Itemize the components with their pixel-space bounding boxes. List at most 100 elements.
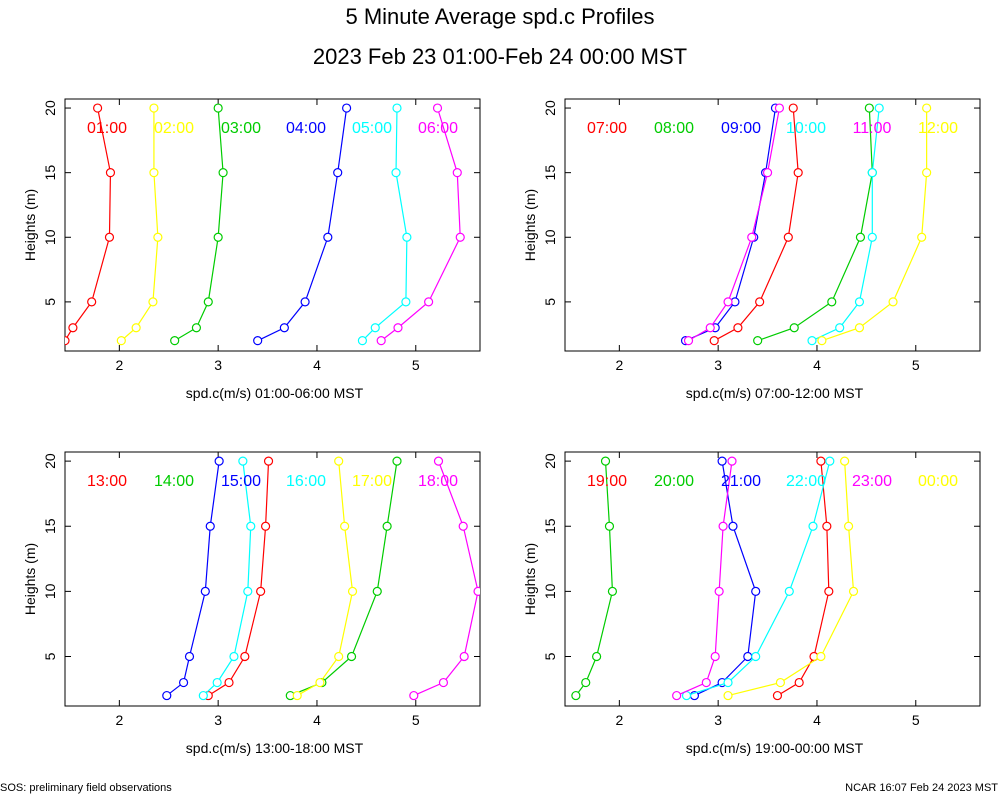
data-point (783, 232, 793, 242)
legend-label: 00:00 (918, 473, 958, 490)
y-axis-label: Heights (m) (22, 189, 38, 261)
data-point (205, 521, 215, 531)
data-point (710, 651, 720, 662)
data-point (340, 521, 350, 531)
y-tick-label: 10 (42, 583, 58, 599)
data-point (793, 168, 803, 178)
data-point (592, 651, 602, 662)
series-line-14:00 (290, 461, 398, 697)
series-line-22:00 (686, 460, 831, 697)
data-point (402, 232, 412, 242)
series-line-12:00 (821, 108, 928, 342)
data-point (751, 651, 761, 662)
data-point (409, 690, 419, 701)
data-point (131, 323, 141, 333)
legend-label: 03:00 (221, 120, 261, 137)
data-point (683, 336, 694, 346)
data-point (867, 168, 877, 178)
series-line-20:00 (575, 461, 614, 696)
data-point (824, 586, 834, 596)
data-point (774, 103, 785, 113)
data-point (240, 651, 250, 662)
data-point (315, 677, 325, 688)
data-point (888, 297, 898, 307)
legend-label: 13:00 (87, 473, 127, 490)
data-point (922, 103, 932, 113)
x-axis-label: spd.c(m/s) 01:00-06:00 MST (186, 385, 364, 401)
data-point (392, 456, 402, 466)
series-line-10:00 (811, 107, 880, 342)
y-tick-label: 5 (42, 652, 58, 660)
data-point (213, 103, 223, 113)
data-point (198, 690, 208, 701)
series-line-17:00 (296, 461, 354, 697)
data-point (789, 323, 799, 333)
data-point (260, 521, 271, 531)
footer-timestamp: NCAR 16:07 Feb 24 2023 MST (845, 782, 998, 794)
y-axis-label: Heights (m) (22, 543, 38, 615)
data-point (323, 232, 333, 242)
data-point (922, 168, 932, 178)
series-line-06:00 (380, 107, 461, 342)
data-point (433, 456, 444, 466)
data-point (817, 336, 827, 346)
data-point (607, 586, 618, 596)
x-tick-label: 3 (714, 712, 722, 728)
data-point (148, 297, 158, 307)
data-point (807, 336, 817, 346)
profile-panel-2: 2 3 4 5 5 10 15 20 spd.c(m/s) 07:00-12:00 MST Hei… (522, 98, 981, 401)
data-point (213, 232, 223, 242)
legend-label: 10:00 (786, 120, 826, 137)
data-point (867, 232, 877, 242)
series-line-03:00 (174, 108, 224, 342)
data-point (238, 456, 248, 466)
series-group (680, 103, 932, 346)
profile-panel-1: 2 3 4 5 5 10 15 20 spd.c(m/s) 01:00-06:00 MST Hei… (22, 98, 481, 401)
y-tick-label: 15 (542, 165, 558, 181)
data-point (346, 651, 357, 662)
data-point (243, 586, 253, 596)
data-point (87, 297, 97, 307)
y-tick-label: 5 (542, 652, 558, 660)
y-tick-label: 15 (42, 518, 58, 534)
data-point (717, 456, 727, 466)
legend-label: 18:00 (418, 473, 458, 490)
x-tick-label: 3 (214, 357, 222, 373)
data-point (203, 297, 213, 307)
series-group (162, 456, 480, 701)
data-point (753, 336, 763, 346)
data-point (333, 168, 343, 178)
legend-label: 07:00 (587, 120, 627, 137)
data-point (723, 297, 733, 307)
series-group (65, 103, 465, 346)
data-point (723, 690, 733, 701)
x-axis-label: spd.c(m/s) 19:00-00:00 MST (686, 740, 864, 756)
data-point (743, 651, 753, 662)
data-point (149, 103, 159, 113)
data-point (214, 456, 224, 466)
x-tick-label: 4 (313, 357, 321, 373)
legend-label: 02:00 (154, 120, 194, 137)
y-tick-label: 5 (542, 298, 558, 306)
x-tick-label: 3 (714, 357, 722, 373)
data-point (784, 586, 794, 596)
y-tick-label: 15 (42, 165, 58, 181)
plot-frame (64, 98, 481, 352)
legend-label: 22:00 (786, 473, 826, 490)
data-point (452, 168, 462, 178)
data-point (105, 168, 116, 178)
data-point (459, 651, 469, 662)
data-point (229, 651, 239, 662)
data-point (701, 677, 711, 688)
data-point (432, 103, 443, 113)
data-point (755, 297, 765, 307)
data-point (401, 297, 411, 307)
legend-label: 15:00 (221, 473, 261, 490)
data-point (149, 168, 159, 178)
chart-title: 5 Minute Average spd.c Profiles (345, 4, 655, 29)
data-point (455, 232, 465, 242)
footer-note: SOS: preliminary field observations (0, 782, 172, 794)
y-axis-label: Heights (m) (522, 189, 538, 261)
data-point (342, 103, 352, 113)
